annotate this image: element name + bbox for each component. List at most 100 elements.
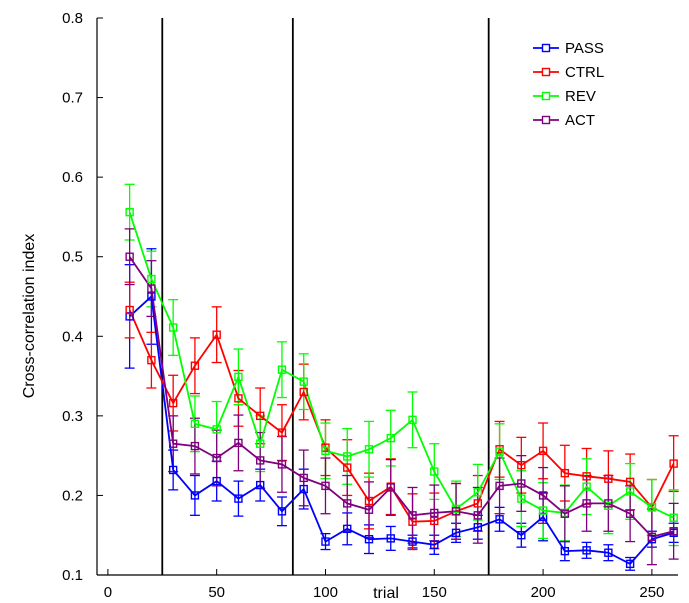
pass-data-point	[625, 559, 635, 569]
pass-data-point	[234, 494, 243, 503]
ctrl-data-point	[212, 330, 221, 339]
act-data-point	[299, 473, 308, 483]
pass-data-point	[517, 531, 526, 540]
ctrl-series-line	[128, 309, 675, 523]
x-axis-label: trial	[373, 585, 399, 602]
act-data-point	[168, 439, 178, 448]
error-bars	[124, 183, 679, 571]
ctrl-legend-label: CTRL	[565, 64, 604, 81]
rev-legend-label: REV	[565, 88, 596, 105]
legend: PASS CTRL REV ACT	[533, 40, 604, 129]
act-data-point	[147, 284, 156, 293]
y-tick-label: 0.3	[62, 408, 83, 425]
x-tick-label: 100	[313, 584, 338, 601]
act-data-point	[364, 505, 374, 514]
pass-data-point	[604, 548, 613, 557]
rev-data-point	[430, 467, 439, 476]
ctrl-data-point	[604, 474, 613, 483]
x-tick-label: 50	[208, 584, 225, 601]
pass-data-point	[256, 480, 265, 490]
ctrl-data-point	[473, 499, 483, 508]
series-lines	[128, 211, 675, 566]
act-data-point	[604, 499, 613, 508]
rev-data-point	[625, 487, 635, 496]
y-tick-label: 0.8	[62, 10, 83, 27]
ctrl-data-point	[277, 428, 287, 437]
y-tick-label: 0.5	[62, 249, 83, 266]
pass-legend-label: PASS	[565, 40, 604, 57]
pass-data-point	[190, 491, 200, 500]
ctrl-data-point	[343, 463, 352, 472]
pass-data-point	[277, 507, 287, 516]
pass-data-point	[299, 484, 308, 494]
ctrl-data-point	[147, 355, 156, 365]
pass-data-point	[386, 534, 395, 543]
pass-data-point	[408, 537, 417, 546]
act-data-point	[408, 511, 417, 520]
pass-legend-marker	[541, 43, 551, 53]
act-data-point	[190, 441, 200, 451]
act-series-line	[128, 256, 674, 538]
act-data-point	[321, 481, 330, 491]
act-data-point	[517, 479, 526, 488]
rev-data-point	[125, 207, 134, 217]
rev-data-point	[234, 372, 243, 382]
tick-marks	[97, 17, 653, 576]
rev-data-point	[582, 482, 591, 491]
act-data-point	[386, 483, 395, 492]
ctrl-data-point	[582, 472, 591, 481]
ctrl-data-point	[669, 459, 678, 468]
series-markers	[125, 207, 678, 569]
y-tick-label: 0.2	[62, 487, 83, 504]
ctrl-legend-marker	[541, 67, 551, 77]
act-legend-label: ACT	[565, 112, 595, 129]
x-tick-label: 200	[531, 584, 556, 601]
y-tick-label: 0.6	[62, 169, 83, 186]
pass-data-point	[168, 465, 178, 475]
pass-data-point	[147, 292, 156, 301]
act-data-point	[234, 438, 243, 448]
act-data-point	[560, 509, 570, 518]
act-data-point	[538, 491, 548, 500]
rev-data-point	[408, 415, 417, 425]
axes	[96, 18, 678, 576]
pass-data-point	[343, 524, 352, 534]
rev-data-point	[212, 425, 221, 434]
pass-data-point	[495, 515, 504, 524]
rev-data-point	[190, 419, 200, 429]
rev-data-point	[538, 506, 548, 515]
y-tick-label: 0.7	[62, 90, 83, 107]
y-tick-label: 0.1	[62, 567, 83, 584]
ctrl-data-point	[190, 361, 200, 370]
pass-data-point	[560, 546, 570, 556]
phase-divider-lines	[161, 18, 490, 575]
x-tick-label: 0	[104, 584, 112, 601]
pass-data-point	[321, 537, 330, 546]
act-data-point	[647, 532, 657, 542]
rev-data-point	[669, 513, 678, 522]
y-axis-label: Cross-correlation index	[21, 234, 38, 399]
rev-data-point	[473, 488, 483, 497]
ctrl-data-point	[538, 446, 548, 456]
ctrl-data-point	[517, 460, 526, 470]
ctrl-data-point	[560, 468, 570, 478]
rev-data-point	[386, 433, 395, 443]
act-data-point	[430, 508, 439, 518]
ctrl-data-point	[168, 398, 178, 408]
ctrl-data-point	[299, 387, 308, 397]
pass-data-point	[430, 540, 439, 549]
ctrl-data-point	[430, 516, 439, 526]
pass-data-point	[473, 523, 483, 532]
x-tick-label: 150	[422, 584, 447, 601]
act-data-point	[125, 252, 134, 261]
rev-legend-marker	[541, 91, 551, 101]
ctrl-data-point	[364, 496, 374, 506]
rev-data-point	[495, 447, 504, 456]
act-data-point	[495, 481, 504, 491]
pass-data-point	[364, 534, 374, 544]
pass-data-point	[212, 476, 221, 486]
rev-data-point	[647, 503, 657, 512]
ctrl-data-point	[234, 394, 243, 403]
pass-data-point	[582, 546, 591, 555]
